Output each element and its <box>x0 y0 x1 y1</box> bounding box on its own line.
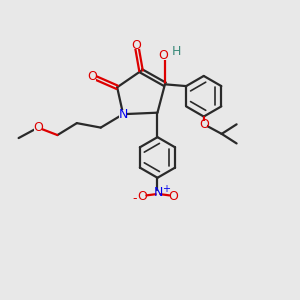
FancyBboxPatch shape <box>160 52 167 60</box>
Text: H: H <box>172 45 181 58</box>
Text: O: O <box>168 190 178 203</box>
FancyBboxPatch shape <box>200 121 208 129</box>
Text: O: O <box>132 39 142 52</box>
FancyBboxPatch shape <box>88 73 95 81</box>
Text: +: + <box>162 184 170 194</box>
FancyBboxPatch shape <box>119 110 127 118</box>
FancyBboxPatch shape <box>133 42 140 49</box>
FancyBboxPatch shape <box>34 124 42 131</box>
Text: O: O <box>199 118 209 131</box>
Text: -: - <box>132 193 137 206</box>
Text: N: N <box>153 186 163 199</box>
Text: O: O <box>33 121 43 134</box>
Text: N: N <box>118 108 128 121</box>
Text: O: O <box>158 50 168 62</box>
Text: O: O <box>87 70 97 83</box>
Text: O: O <box>137 190 147 203</box>
